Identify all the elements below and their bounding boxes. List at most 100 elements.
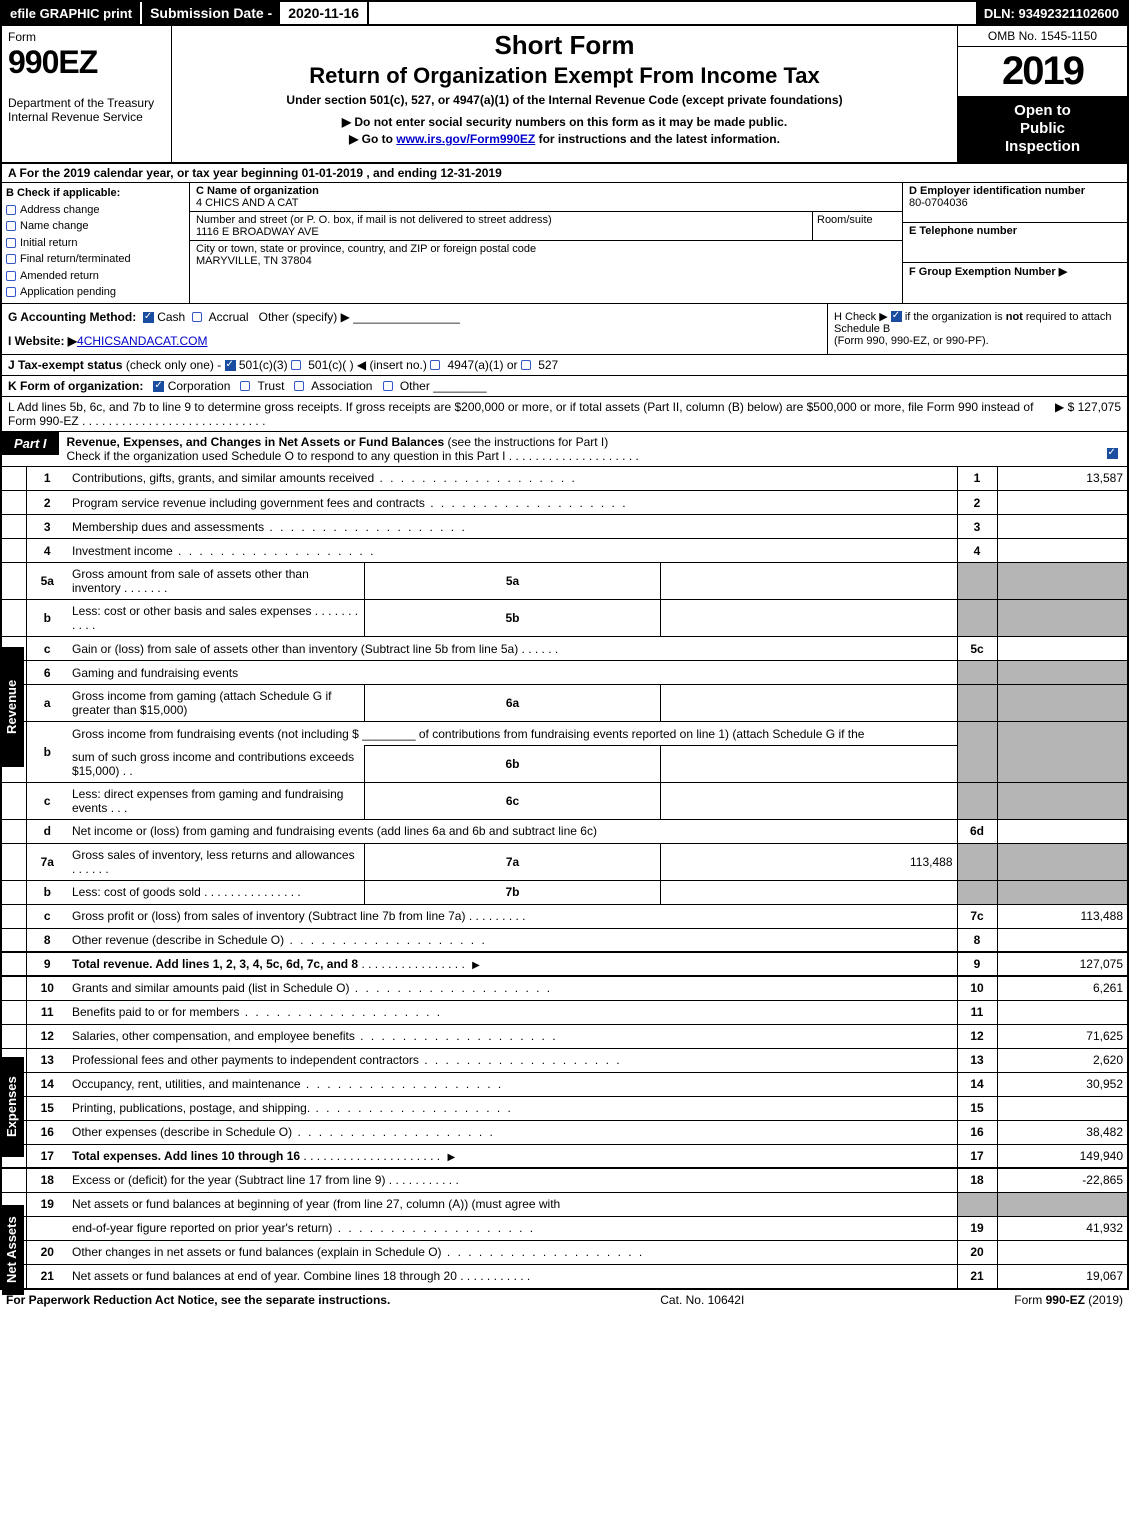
line-desc: Net income or (loss) from gaming and fun… <box>68 819 957 843</box>
line-ref: 14 <box>957 1072 997 1096</box>
part-i-table: Revenue Expenses Net Assets 1 Contributi… <box>0 467 1129 1291</box>
gh-left: G Accounting Method: Cash Accrual Other … <box>2 304 827 354</box>
j-o3: 4947(a)(1) or <box>444 358 521 372</box>
topbar-spacer <box>369 2 976 24</box>
line-ref: 2 <box>957 491 997 515</box>
radio-other-icon[interactable] <box>383 381 393 391</box>
checkbox-h-icon[interactable] <box>891 311 902 322</box>
telephone-label: E Telephone number <box>909 225 1017 237</box>
grey-cell <box>957 563 997 600</box>
open-line2: Public <box>1020 120 1065 137</box>
grey-cell <box>957 843 997 880</box>
opt-initial-return[interactable]: Initial return <box>6 235 185 252</box>
line-desc: Membership dues and assessments <box>72 520 264 534</box>
grey-cell <box>997 843 1127 880</box>
line-num: 18 <box>26 1168 68 1192</box>
ein-value: 80-0704036 <box>909 197 968 209</box>
table-row: 16 Other expenses (describe in Schedule … <box>2 1120 1127 1144</box>
line-amount: 2,620 <box>997 1048 1127 1072</box>
irs-link[interactable]: www.irs.gov/Form990EZ <box>396 132 535 146</box>
open-public-badge: Open to Public Inspection <box>958 96 1127 162</box>
header-right: OMB No. 1545-1150 2019 Open to Public In… <box>957 26 1127 162</box>
line-ref: 19 <box>957 1216 997 1240</box>
short-form-title: Short Form <box>180 30 949 61</box>
sub-ref: 7b <box>364 880 660 904</box>
opt-name-change[interactable]: Name change <box>6 218 185 235</box>
ein-label: D Employer identification number <box>909 185 1085 197</box>
grey-cell <box>957 722 997 783</box>
line-amount: 38,482 <box>997 1120 1127 1144</box>
line-amount <box>997 515 1127 539</box>
line-amount: 127,075 <box>997 952 1127 976</box>
radio-527-icon[interactable] <box>521 360 531 370</box>
g-label: G Accounting Method: <box>8 310 136 324</box>
radio-accrual-icon[interactable] <box>192 312 202 322</box>
radio-501c-icon[interactable] <box>291 360 301 370</box>
grey-cell <box>957 880 997 904</box>
grey-cell <box>997 661 1127 685</box>
grey-cell <box>997 563 1127 600</box>
sub-amount <box>661 600 957 637</box>
radio-assoc-icon[interactable] <box>294 381 304 391</box>
table-row: 11 Benefits paid to or for members 11 <box>2 1000 1127 1024</box>
line-num: 8 <box>26 928 68 952</box>
line-desc: Salaries, other compensation, and employ… <box>72 1029 355 1043</box>
opt-label: Address change <box>20 204 100 216</box>
line-desc: Excess or (deficit) for the year (Subtra… <box>72 1173 385 1187</box>
city-label: City or town, state or province, country… <box>196 243 536 255</box>
opt-address-change[interactable]: Address change <box>6 202 185 219</box>
line-ref: 6d <box>957 819 997 843</box>
line-num: 14 <box>26 1072 68 1096</box>
line-ref: 7c <box>957 904 997 928</box>
radio-icon <box>6 271 16 281</box>
radio-4947-icon[interactable] <box>430 360 440 370</box>
line-ref: 12 <box>957 1024 997 1048</box>
line-ref: 17 <box>957 1144 997 1168</box>
opt-final-return[interactable]: Final return/terminated <box>6 251 185 268</box>
opt-amended-return[interactable]: Amended return <box>6 268 185 285</box>
table-row: c Gain or (loss) from sale of assets oth… <box>2 637 1127 661</box>
table-row: b Gross income from fundraising events (… <box>2 722 1127 746</box>
k-o2: Trust <box>258 379 285 393</box>
line-ref: 3 <box>957 515 997 539</box>
sub-ref: 6b <box>364 746 660 783</box>
table-row: 17 Total expenses. Add lines 10 through … <box>2 1144 1127 1168</box>
line-num: c <box>26 904 68 928</box>
line-num: 10 <box>26 976 68 1000</box>
website-link[interactable]: 4CHICSANDACAT.COM <box>77 334 207 348</box>
checkbox-501c3-icon[interactable] <box>225 360 236 371</box>
under-section-text: Under section 501(c), 527, or 4947(a)(1)… <box>180 93 949 107</box>
sub-ref: 6c <box>364 782 660 819</box>
checkbox-corp-icon[interactable] <box>153 381 164 392</box>
line-ref: 18 <box>957 1168 997 1192</box>
line-num <box>26 1216 68 1240</box>
line-amount: 113,488 <box>997 904 1127 928</box>
row-l: L Add lines 5b, 6c, and 7b to line 9 to … <box>0 397 1129 432</box>
grey-cell <box>997 1192 1127 1216</box>
checkbox-part-i-icon[interactable] <box>1107 448 1118 459</box>
radio-trust-icon[interactable] <box>240 381 250 391</box>
line-amount: 19,067 <box>997 1264 1127 1288</box>
line-ref: 16 <box>957 1120 997 1144</box>
grey-cell <box>997 600 1127 637</box>
line-num: d <box>26 819 68 843</box>
line-desc: Net assets or fund balances at beginning… <box>68 1192 957 1216</box>
checkbox-cash-icon[interactable] <box>143 312 154 323</box>
g-accrual: Accrual <box>209 310 249 324</box>
line-num: 7a <box>26 843 68 880</box>
line-desc: Less: cost of goods sold <box>72 885 201 899</box>
opt-application-pending[interactable]: Application pending <box>6 284 185 301</box>
line-amount <box>997 928 1127 952</box>
line-num: 3 <box>26 515 68 539</box>
table-row: 12 Salaries, other compensation, and emp… <box>2 1024 1127 1048</box>
gh-right: H Check ▶ if the organization is not req… <box>827 304 1127 354</box>
table-row: 3 Membership dues and assessments 3 <box>2 515 1127 539</box>
k-label: K Form of organization: <box>8 379 143 393</box>
efile-print-label[interactable]: efile GRAPHIC print <box>2 2 140 24</box>
line-desc: Investment income <box>72 544 173 558</box>
radio-icon <box>6 238 16 248</box>
line-desc: Occupancy, rent, utilities, and maintena… <box>72 1077 301 1091</box>
website-row: I Website: ▶4CHICSANDACAT.COM <box>8 334 821 348</box>
form-number: 990EZ <box>8 46 165 78</box>
column-d-e-f: D Employer identification number 80-0704… <box>902 183 1127 303</box>
